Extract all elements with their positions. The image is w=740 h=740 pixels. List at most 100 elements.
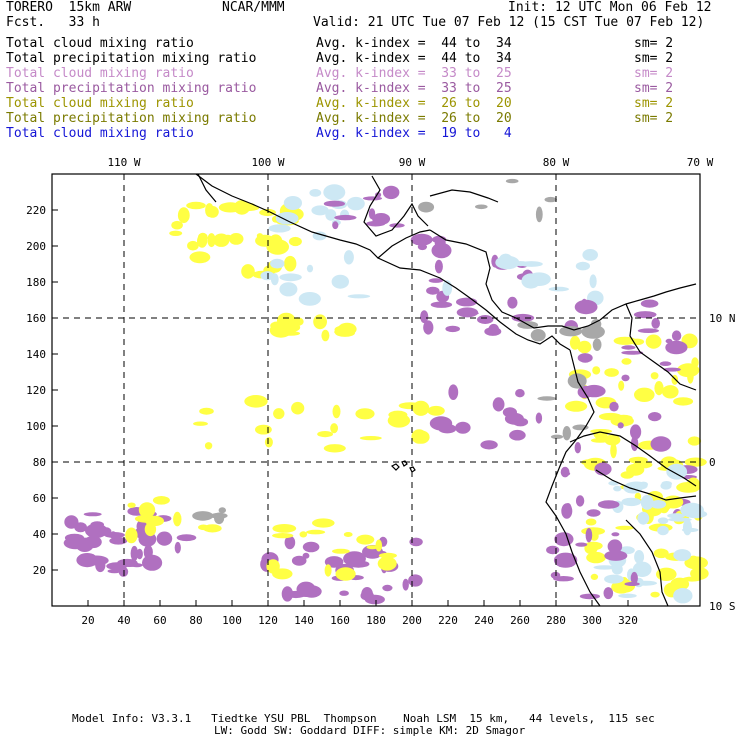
venezuela-border: [625, 303, 697, 391]
yellow-cloud-cell: [670, 577, 690, 591]
forecast-hour: Fcst. 33 h: [6, 15, 100, 30]
lightblue-cloud-cell: [347, 294, 371, 299]
purple-cloud-cell: [594, 462, 612, 476]
yellow-cloud-cell: [335, 567, 356, 581]
lightblue-cloud-cell: [682, 519, 692, 536]
purple-cloud-cell: [362, 196, 383, 201]
purple-cloud-cell: [553, 576, 574, 582]
lightblue-cloud-cell: [275, 212, 299, 225]
legend-field: Total precipitation mixing ratio: [6, 51, 257, 66]
x-tick-label: 160: [330, 614, 350, 627]
yellow-cloud-cell: [377, 556, 397, 571]
lightblue-cloud-cell: [673, 588, 693, 604]
purple-cloud-cell: [95, 558, 106, 573]
purple-cloud-cell: [603, 587, 614, 600]
yellow-cloud-cell: [280, 331, 301, 336]
purple-cloud-cell: [334, 214, 357, 221]
lightblue-cloud-cell: [279, 273, 302, 282]
yellow-cloud-cell: [332, 548, 350, 554]
yellow-cloud-cell: [645, 334, 662, 349]
lightblue-cloud-cell: [657, 525, 669, 536]
yellow-cloud-cell: [590, 573, 599, 581]
yellow-cloud-cell: [272, 533, 294, 539]
lightblue-cloud-cell: [298, 292, 321, 306]
legend-field: Total cloud mixing ratio: [6, 36, 194, 51]
purple-cloud-cell: [663, 367, 681, 372]
purple-cloud-cell: [671, 330, 682, 342]
yellow-cloud-cell: [366, 545, 379, 550]
lat-label: 10 S: [709, 600, 736, 613]
purple-cloud-cell: [455, 421, 471, 434]
legend-index: Avg. k-index = 19 to 4: [316, 126, 512, 141]
purple-cloud-cell: [575, 495, 585, 507]
yellow-cloud-cell: [187, 240, 199, 251]
yellow-cloud-cell: [359, 436, 382, 441]
x-tick-label: 240: [474, 614, 494, 627]
purple-cloud-cell: [577, 353, 593, 363]
purple-cloud-cell: [301, 585, 322, 598]
x-tick-label: 60: [153, 614, 166, 627]
lon-label: 90 W: [399, 156, 426, 169]
lightblue-cloud-cell: [279, 282, 298, 297]
purple-cloud-cell: [382, 584, 393, 592]
gray-cloud-cell: [544, 196, 557, 203]
yellow-cloud-cell: [244, 395, 268, 408]
yellow-cloud-cell: [255, 424, 272, 435]
purple-cloud-cell: [426, 286, 440, 295]
purple-cloud-cell: [118, 566, 129, 577]
legend-field: Total cloud mixing ratio: [6, 96, 194, 111]
yellow-cloud-cell: [205, 203, 214, 218]
purple-cloud-cell: [408, 574, 423, 587]
y-tick-label: 140: [26, 348, 46, 361]
south-america-pacific-coast: [545, 349, 601, 607]
purple-cloud-cell: [448, 384, 459, 401]
galapagos-islands: [390, 460, 416, 473]
lat-label: 0: [709, 456, 716, 469]
purple-cloud-cell: [640, 299, 659, 308]
purple-cloud-cell: [176, 534, 197, 542]
purple-cloud-cell: [107, 569, 122, 574]
purple-cloud-cell: [456, 297, 478, 307]
yellow-cloud-cell: [618, 380, 625, 391]
purple-cloud-cell: [484, 327, 502, 336]
gray-cloud-cell: [530, 329, 546, 342]
legend-field: Total precipitation mixing ratio: [6, 81, 257, 96]
yellow-cloud-cell: [676, 482, 701, 493]
x-tick-label: 220: [438, 614, 458, 627]
lightblue-cloud-cell: [260, 271, 275, 281]
legend-index: Avg. k-index = 26 to 20: [316, 111, 512, 126]
lightblue-cloud-cell: [637, 511, 650, 525]
gray-cloud-cell: [592, 338, 602, 352]
lightblue-cloud-cell: [634, 550, 645, 564]
yellow-cloud-cell: [266, 559, 280, 574]
gray-cloud-cell: [475, 204, 488, 210]
model-info: Model Info: V3.3.1 Tiedtke YSU PBL Thomp…: [72, 712, 655, 725]
yellow-cloud-cell: [299, 531, 308, 538]
yellow-cloud-cell: [317, 431, 333, 438]
gray-cloud-cell: [590, 319, 602, 329]
yellow-cloud-cell: [169, 230, 183, 236]
lightblue-cloud-cell: [309, 189, 322, 197]
gray-cloud-cell: [192, 511, 214, 521]
yellow-cloud-cell: [177, 207, 190, 224]
lightblue-cloud-cell: [323, 184, 346, 201]
purple-cloud-cell: [428, 278, 444, 283]
purple-cloud-cell: [585, 528, 593, 543]
purple-cloud-cell: [604, 550, 628, 561]
yellow-cloud-cell: [662, 385, 679, 399]
x-tick-label: 200: [402, 614, 422, 627]
yucatan-coastline: [363, 175, 429, 237]
yellow-cloud-cell: [306, 529, 326, 535]
yellow-cloud-cell: [610, 415, 634, 427]
purple-cloud-cell: [302, 541, 320, 553]
model-title: TORERO 15km ARW: [6, 0, 132, 15]
lightblue-cloud-cell: [667, 513, 685, 519]
purple-cloud-cell: [617, 422, 624, 429]
yellow-cloud-cell: [590, 429, 612, 434]
yellow-cloud-cell: [375, 539, 383, 552]
yellow-cloud-cell: [291, 401, 305, 415]
gray-cloud-cell: [550, 434, 564, 439]
purple-cloud-cell: [621, 345, 636, 350]
gray-cloud-cell: [418, 201, 435, 213]
yellow-cloud-cell: [691, 357, 699, 368]
